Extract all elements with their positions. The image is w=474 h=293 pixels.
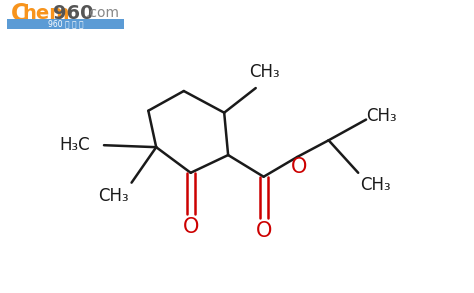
Text: C: C <box>10 2 27 26</box>
Text: .com: .com <box>85 6 119 20</box>
Text: O: O <box>182 217 199 237</box>
Text: O: O <box>255 221 272 241</box>
FancyBboxPatch shape <box>5 7 134 29</box>
Text: CH₃: CH₃ <box>249 63 280 81</box>
Text: hem: hem <box>22 4 70 23</box>
Text: O: O <box>291 157 307 177</box>
Text: CH₃: CH₃ <box>99 188 129 205</box>
Text: CH₃: CH₃ <box>361 176 391 194</box>
FancyBboxPatch shape <box>8 19 124 29</box>
Text: 960 化 工 网: 960 化 工 网 <box>48 20 83 28</box>
Text: 960: 960 <box>53 4 93 23</box>
Text: H₃C: H₃C <box>59 136 90 154</box>
Text: CH₃: CH₃ <box>366 107 397 125</box>
